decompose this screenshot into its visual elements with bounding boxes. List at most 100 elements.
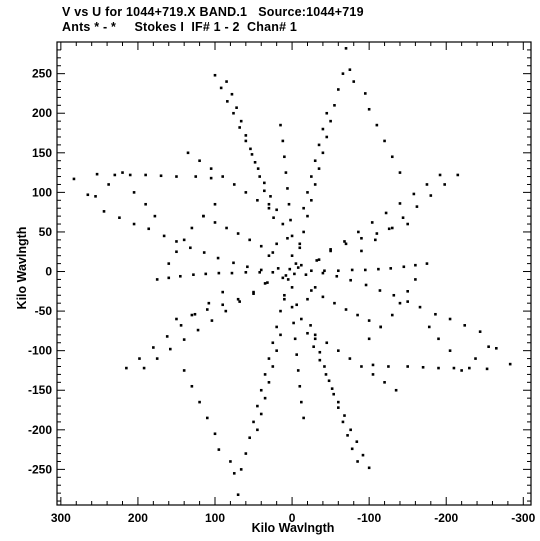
data-point (267, 254, 271, 257)
data-point (310, 289, 313, 292)
data-point (253, 161, 257, 164)
data-point (263, 189, 266, 193)
data-point (406, 300, 409, 303)
data-point (508, 362, 512, 366)
data-point (168, 347, 172, 351)
data-point (329, 249, 332, 253)
data-point (286, 278, 290, 281)
data-point (332, 392, 335, 396)
data-point (250, 153, 254, 156)
data-point (306, 191, 309, 194)
data-point (275, 208, 278, 212)
data-point (341, 72, 345, 75)
data-point (271, 251, 275, 254)
data-point (202, 214, 205, 218)
data-point (313, 286, 317, 289)
data-point (236, 232, 240, 235)
data-point (144, 173, 147, 177)
data-point (394, 388, 398, 392)
data-point (402, 265, 406, 269)
data-point (398, 202, 402, 205)
data-point (271, 271, 275, 274)
data-point (259, 268, 263, 272)
data-point (138, 357, 141, 360)
y-tick-label: 0 (45, 265, 52, 279)
data-point (317, 143, 321, 147)
data-point (182, 338, 186, 341)
data-point (275, 349, 278, 352)
data-point (344, 242, 348, 246)
data-point (217, 271, 221, 275)
data-point (443, 183, 446, 186)
data-point (244, 139, 248, 143)
data-point (425, 262, 429, 265)
y-axis-title: Kilo Wavlngth (15, 227, 29, 310)
data-point (412, 192, 416, 196)
y-tick-labels: 250 200 150 100 50 0 -50 -100 -150 -200 -250 (28, 67, 52, 477)
data-point (232, 183, 236, 186)
data-point (263, 396, 267, 400)
data-point (248, 436, 251, 440)
data-point (249, 147, 252, 151)
data-point (95, 172, 99, 176)
data-point (290, 286, 294, 289)
data-point (390, 226, 394, 230)
data-point (312, 345, 315, 349)
data-point (258, 271, 262, 274)
data-point (310, 175, 313, 178)
data-point (317, 258, 321, 261)
data-point (495, 346, 498, 350)
data-point (281, 139, 285, 143)
data-point (190, 313, 194, 317)
data-point (448, 349, 452, 352)
data-point (329, 248, 332, 251)
data-point (487, 345, 490, 349)
data-point (323, 365, 326, 368)
data-point (209, 167, 213, 170)
x-tick-label: 0 (289, 511, 296, 525)
x-axis-title: Kilo Wavlngth (252, 521, 335, 535)
data-point (226, 100, 229, 103)
data-point (142, 366, 146, 370)
data-point (317, 167, 321, 170)
data-point (349, 428, 352, 432)
data-point (384, 211, 388, 215)
data-point (167, 262, 171, 265)
data-point (377, 267, 380, 271)
data-point (290, 234, 294, 238)
y-tick-label: -100 (28, 344, 52, 358)
data-point (155, 278, 159, 281)
data-point (363, 268, 367, 272)
data-point (350, 447, 354, 451)
data-point (219, 86, 223, 90)
data-point (283, 155, 286, 159)
data-point (276, 267, 280, 270)
data-point (348, 357, 352, 360)
data-point (256, 404, 259, 408)
data-point (244, 134, 248, 137)
data-point (302, 416, 305, 420)
data-point (284, 171, 288, 174)
data-point (318, 350, 322, 354)
data-point (392, 293, 396, 297)
data-point (327, 379, 331, 383)
data-point (304, 273, 308, 276)
data-point (293, 272, 296, 276)
data-point (318, 358, 322, 362)
data-point (132, 222, 136, 226)
data-point (361, 453, 365, 457)
data-point (463, 324, 467, 327)
data-point (189, 246, 192, 250)
data-point (182, 238, 186, 242)
y-tick-label: -150 (28, 383, 52, 397)
data-point (343, 240, 346, 243)
data-point (263, 181, 266, 185)
data-point (300, 317, 303, 321)
data-point (290, 305, 294, 309)
data-point (162, 234, 166, 238)
data-point (232, 472, 236, 475)
data-point (321, 127, 325, 131)
data-point (367, 319, 371, 322)
data-point (352, 80, 356, 83)
